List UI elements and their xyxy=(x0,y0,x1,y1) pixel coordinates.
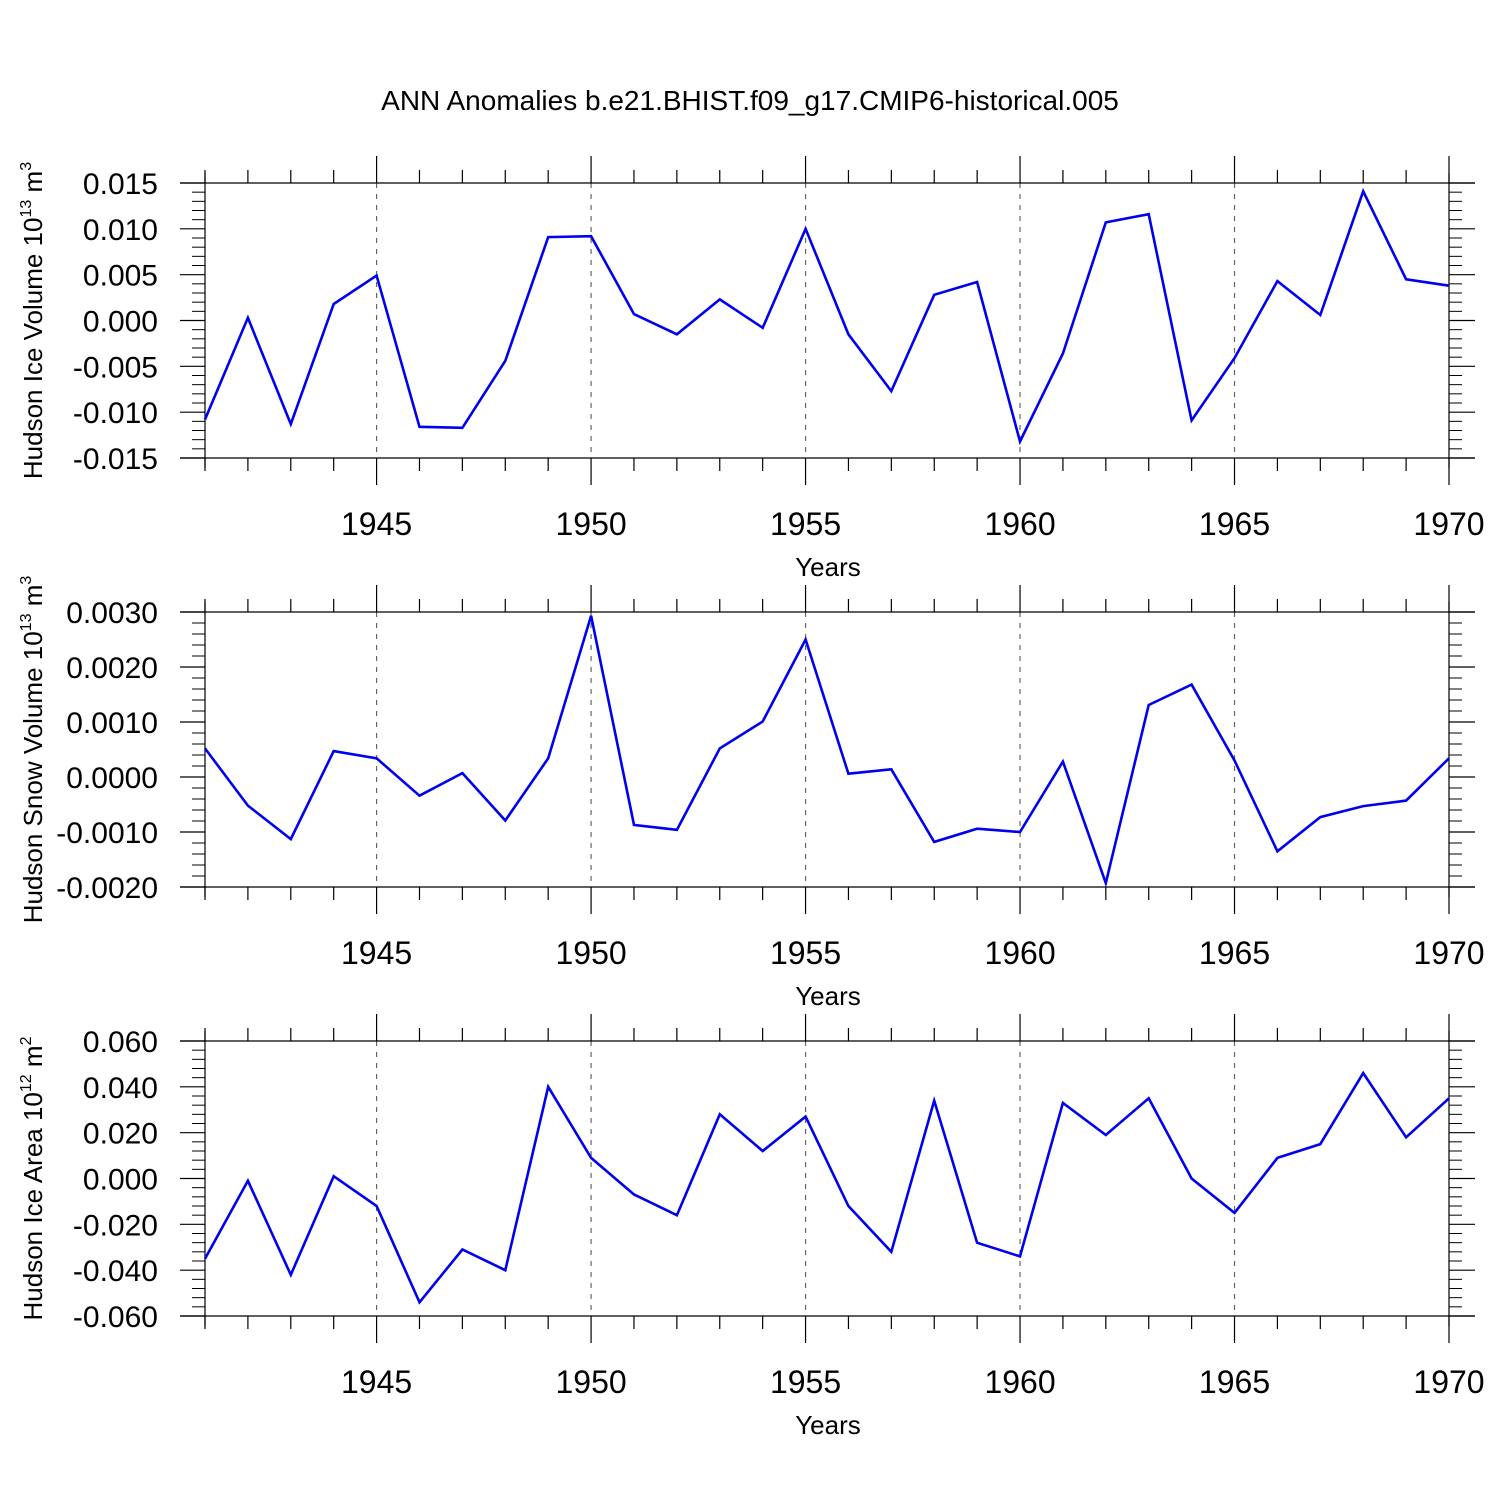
y-axis-label-text: Hudson Snow Volume 10 xyxy=(18,631,48,923)
series-line xyxy=(203,615,1450,888)
y-axis-label-text: Hudson Ice Volume 10 xyxy=(18,217,48,479)
y-axis-label: Hudson Snow Volume 1013 m3 xyxy=(18,576,48,924)
x-tick-label: 1945 xyxy=(341,935,412,971)
chart-panel-1: -0.015 -0.010 -0.005 0.000 0.005 0.010 0.015 19… xyxy=(18,156,1485,582)
x-axis-label: Years xyxy=(795,981,861,1011)
x-tick-label: 1960 xyxy=(984,1364,1055,1400)
x-axis-label: Years xyxy=(795,1410,861,1440)
y-axis-label-exp: 12 xyxy=(18,1074,35,1092)
y-tick-label: 0.015 xyxy=(83,168,158,201)
y-axis-label-exp: 13 xyxy=(18,613,35,631)
y-axis-label-unit-exp: 3 xyxy=(18,576,35,585)
chart-panel-2: -0.0020 -0.0010 0.0000 0.0010 0.0020 0.0030 19… xyxy=(18,576,1485,1011)
y-tick-label: 0.020 xyxy=(83,1118,158,1151)
y-tick-label: -0.015 xyxy=(73,443,158,476)
y-axis-label-unit: m xyxy=(18,171,48,200)
y-tick-label: 0.0020 xyxy=(66,652,158,685)
y-tick-label: 0.000 xyxy=(83,306,158,339)
y-tick-label: 0.0000 xyxy=(66,762,158,795)
x-tick-label: 1955 xyxy=(770,1364,841,1400)
x-tick-label: 1970 xyxy=(1413,506,1484,542)
x-tick-label: 1950 xyxy=(555,935,626,971)
y-axis-label-unit: m xyxy=(18,585,48,614)
x-tick-label: 1950 xyxy=(555,1364,626,1400)
y-axis-label: Hudson Ice Area 1012 m2 xyxy=(18,1036,48,1320)
x-tick-label: 1965 xyxy=(1199,1364,1270,1400)
x-tick-label: 1965 xyxy=(1199,506,1270,542)
x-tick-label: 1970 xyxy=(1413,935,1484,971)
x-axis-label: Years xyxy=(795,552,861,582)
y-tick-label: -0.010 xyxy=(73,397,158,430)
y-tick-label: -0.0020 xyxy=(56,872,158,905)
y-axis-label-unit: m xyxy=(18,1045,48,1074)
y-tick-label: 0.0010 xyxy=(66,707,158,740)
x-tick-label: 1965 xyxy=(1199,935,1270,971)
chart-panel-3: -0.060 -0.040 -0.020 0.000 0.020 0.040 0.060 19… xyxy=(18,1014,1485,1440)
x-tick-label: 1960 xyxy=(984,506,1055,542)
y-tick-label: 0.005 xyxy=(83,260,158,293)
y-axis-label-exp: 13 xyxy=(18,200,35,218)
series-line xyxy=(203,1070,1450,1305)
x-tick-label: 1960 xyxy=(984,935,1055,971)
y-tick-label: -0.0010 xyxy=(56,817,158,850)
x-tick-label: 1970 xyxy=(1413,1364,1484,1400)
y-tick-label: 0.060 xyxy=(83,1026,158,1059)
y-tick-label: 0.000 xyxy=(83,1164,158,1197)
x-tick-label: 1955 xyxy=(770,935,841,971)
y-axis-label-unit-exp: 3 xyxy=(18,162,35,171)
y-tick-label: -0.005 xyxy=(73,351,158,384)
figure-title: ANN Anomalies b.e21.BHIST.f09_g17.CMIP6-… xyxy=(381,85,1119,116)
y-axis-label: Hudson Ice Volume 1013 m3 xyxy=(18,162,48,479)
y-tick-label: 0.010 xyxy=(83,214,158,247)
y-tick-label: -0.020 xyxy=(73,1209,158,1242)
y-tick-label: 0.0030 xyxy=(66,597,158,630)
y-tick-label: -0.060 xyxy=(73,1301,158,1334)
y-axis-label-text: Hudson Ice Area 10 xyxy=(18,1092,48,1320)
series-line xyxy=(203,187,1450,446)
x-tick-label: 1945 xyxy=(341,506,412,542)
y-tick-label: 0.040 xyxy=(83,1072,158,1105)
x-tick-label: 1945 xyxy=(341,1364,412,1400)
x-tick-label: 1950 xyxy=(555,506,626,542)
y-tick-label: -0.040 xyxy=(73,1255,158,1288)
y-axis-label-unit-exp: 2 xyxy=(18,1036,35,1045)
x-tick-label: 1955 xyxy=(770,506,841,542)
